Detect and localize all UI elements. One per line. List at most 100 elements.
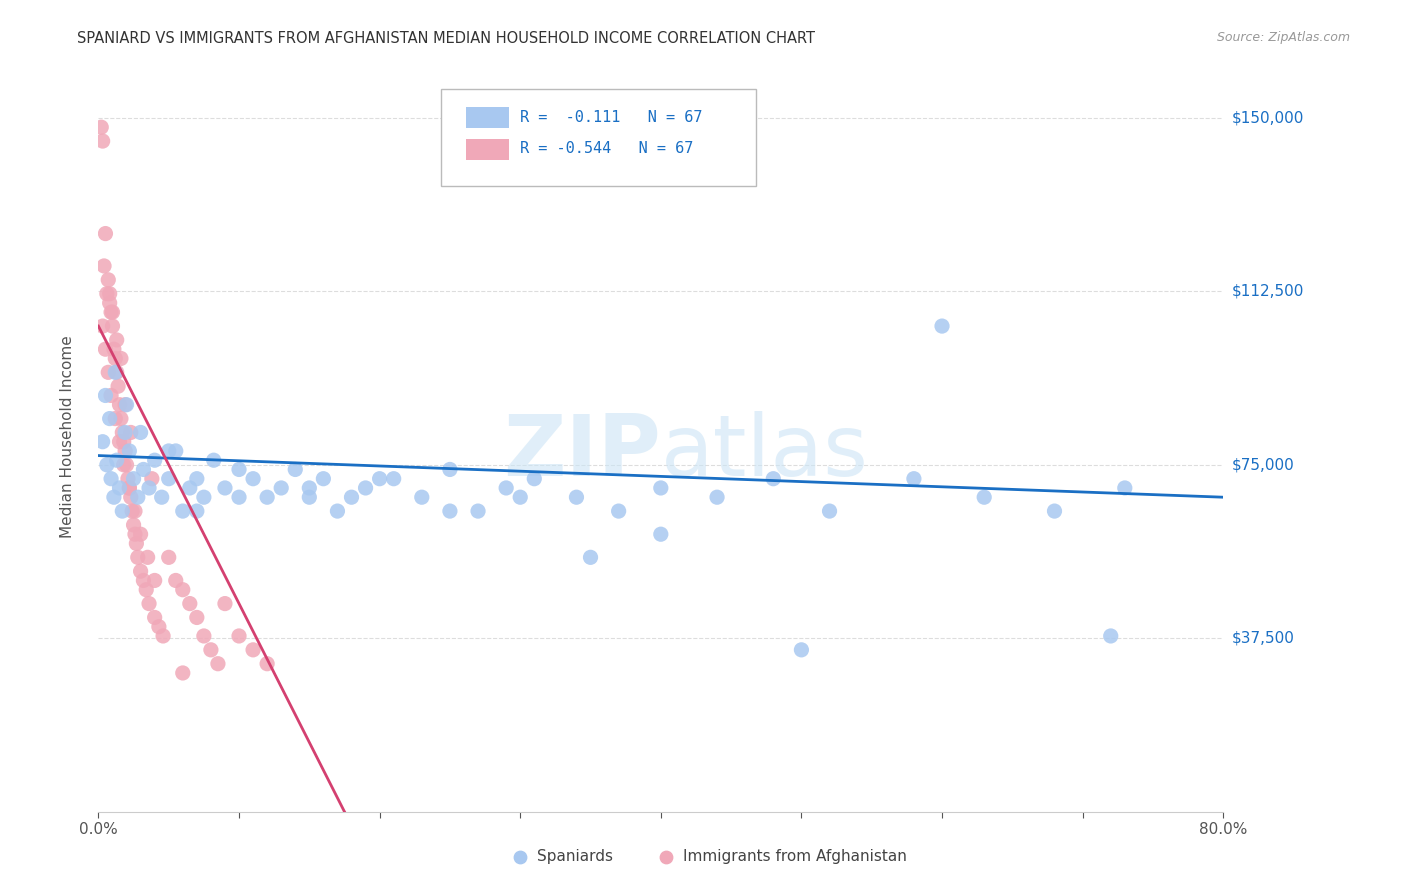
Point [118, 481, 141, 495]
Point [790, 643, 813, 657]
Point [114, 444, 136, 458]
FancyBboxPatch shape [441, 88, 756, 186]
Point [118, 444, 141, 458]
Point [100, 388, 122, 402]
Point [105, 333, 128, 347]
Point [124, 527, 146, 541]
Point [136, 550, 159, 565]
Point [193, 629, 215, 643]
Point [523, 472, 546, 486]
Point [165, 574, 187, 588]
Point [228, 629, 250, 643]
Point [150, 490, 173, 504]
Point [186, 504, 208, 518]
Point [157, 550, 180, 565]
Point [148, 620, 170, 634]
Point [214, 597, 236, 611]
Point [94, 227, 117, 241]
Point [111, 504, 134, 518]
Point [114, 398, 136, 412]
Text: $112,500: $112,500 [1232, 284, 1303, 299]
Point [614, 805, 637, 819]
Point [121, 504, 143, 518]
Point [193, 490, 215, 504]
Point [284, 462, 307, 476]
Point [298, 481, 321, 495]
Point [467, 504, 489, 518]
Text: R =  -0.111   N = 67: R = -0.111 N = 67 [520, 110, 703, 125]
Point [228, 462, 250, 476]
Point [122, 472, 145, 486]
Point [207, 657, 229, 671]
Point [202, 453, 225, 467]
Point [141, 472, 163, 486]
Point [115, 398, 138, 412]
Point [103, 342, 125, 356]
Point [312, 472, 335, 486]
Point [101, 305, 124, 319]
Point [91, 434, 114, 449]
Point [132, 574, 155, 588]
Point [108, 434, 131, 449]
Point [152, 629, 174, 643]
Point [94, 388, 117, 402]
Point [129, 564, 152, 578]
Point [104, 365, 127, 379]
Point [439, 462, 461, 476]
Point [120, 490, 142, 504]
Text: SPANIARD VS IMMIGRANTS FROM AFGHANISTAN MEDIAN HOUSEHOLD INCOME CORRELATION CHAR: SPANIARD VS IMMIGRANTS FROM AFGHANISTAN … [77, 31, 815, 46]
Point [706, 490, 728, 504]
Point [797, 805, 820, 819]
Point [298, 490, 321, 504]
Point [98, 286, 121, 301]
Point [112, 434, 135, 449]
Point [127, 490, 149, 504]
Text: atlas: atlas [661, 410, 869, 493]
Point [1114, 481, 1136, 495]
Point [1043, 504, 1066, 518]
Point [326, 504, 349, 518]
Point [172, 504, 194, 518]
Point [439, 504, 461, 518]
Text: Immigrants from Afghanistan: Immigrants from Afghanistan [683, 849, 907, 864]
Point [100, 472, 122, 486]
Point [94, 342, 117, 356]
Point [90, 120, 112, 135]
Point [120, 425, 142, 440]
Point [382, 472, 405, 486]
Text: $150,000: $150,000 [1232, 111, 1303, 126]
Point [104, 351, 127, 366]
FancyBboxPatch shape [467, 107, 509, 128]
Point [172, 582, 194, 597]
Point [97, 365, 120, 379]
Y-axis label: Median Household Income: Median Household Income [60, 335, 75, 539]
Point [157, 472, 180, 486]
Point [138, 597, 160, 611]
Point [117, 472, 139, 486]
Point [100, 305, 122, 319]
Point [509, 490, 531, 504]
Point [157, 444, 180, 458]
Point [214, 481, 236, 495]
Point [110, 351, 132, 366]
Point [172, 665, 194, 680]
Point [903, 472, 925, 486]
Point [122, 518, 145, 533]
Point [111, 425, 134, 440]
Point [143, 453, 166, 467]
Point [354, 481, 377, 495]
Point [105, 365, 128, 379]
Point [607, 504, 630, 518]
Point [135, 582, 157, 597]
Point [186, 610, 208, 624]
Point [129, 527, 152, 541]
Point [107, 379, 129, 393]
Point [340, 490, 363, 504]
Point [565, 490, 588, 504]
Text: Source: ZipAtlas.com: Source: ZipAtlas.com [1216, 31, 1350, 45]
Point [127, 550, 149, 565]
Point [97, 273, 120, 287]
Text: ZIP: ZIP [503, 410, 661, 493]
Point [108, 398, 131, 412]
Point [186, 472, 208, 486]
